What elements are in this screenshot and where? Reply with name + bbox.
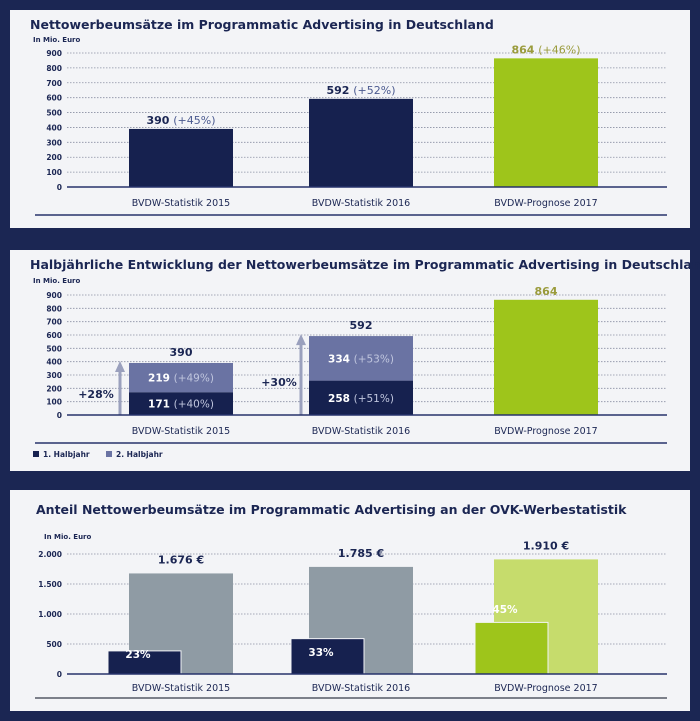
y-tick-label: 800 xyxy=(46,64,62,73)
share-label: 33% xyxy=(308,647,334,659)
arrow-head-icon xyxy=(296,334,306,346)
y-tick-label: 400 xyxy=(46,123,62,132)
y-tick-label: 500 xyxy=(46,109,62,118)
y-tick-label: 700 xyxy=(46,79,62,88)
growth-annotation: +30% xyxy=(261,376,297,389)
bar-2 xyxy=(309,98,413,187)
y-tick-label: 600 xyxy=(46,94,62,103)
chart-title: Nettowerbeumsätze im Programmatic Advert… xyxy=(30,17,494,32)
bar-value-label: 592 (+52%) xyxy=(326,84,395,97)
y-tick-label: 0 xyxy=(57,183,62,192)
legend-swatch xyxy=(33,451,39,457)
chart-panel-3: Anteil Nettowerbeumsätze im Programmatic… xyxy=(10,490,690,711)
y-tick-label: 300 xyxy=(46,138,62,147)
y-tick-label: 200 xyxy=(46,384,62,393)
bar-3 xyxy=(494,299,598,415)
y-axis-label: In Mio. Euro xyxy=(44,533,92,541)
x-tick-label: BVDW-Statistik 2015 xyxy=(132,426,230,437)
total-label: 592 xyxy=(350,319,373,332)
bar-value-label: 390 (+45%) xyxy=(146,114,215,127)
y-tick-label: 300 xyxy=(46,371,62,380)
y-tick-label: 700 xyxy=(46,318,62,327)
chart-panel-2: Halbjährliche Entwicklung der Nettowerbe… xyxy=(10,250,700,471)
chart-panel-1: Nettowerbeumsätze im Programmatic Advert… xyxy=(10,10,690,228)
x-tick-label: BVDW-Statistik 2016 xyxy=(312,426,410,437)
y-tick-label: 200 xyxy=(46,153,62,162)
growth-annotation: +28% xyxy=(78,388,114,401)
chart-title: Anteil Nettowerbeumsätze im Programmatic… xyxy=(36,502,627,517)
arrow-head-icon xyxy=(115,361,125,372)
y-tick-label: 2.000 xyxy=(38,550,62,559)
y-tick-label: 400 xyxy=(46,358,62,367)
segment-label: 334 (+53%) xyxy=(328,353,394,365)
x-tick-label: BVDW-Prognose 2017 xyxy=(494,198,597,209)
bar-segment-h2 xyxy=(129,363,233,393)
segment-label: 258 (+51%) xyxy=(328,393,394,405)
chart-title: Halbjährliche Entwicklung der Nettowerbe… xyxy=(30,257,700,272)
y-tick-label: 600 xyxy=(46,331,62,340)
segment-label: 219 (+49%) xyxy=(148,373,214,385)
x-tick-label: BVDW-Prognose 2017 xyxy=(494,426,597,437)
x-tick-label: BVDW-Statistik 2016 xyxy=(312,683,410,694)
total-label: 1.785 € xyxy=(338,547,384,560)
segment-label: 171 (+40%) xyxy=(148,399,214,411)
share-label: 45% xyxy=(492,604,518,616)
x-tick-label: BVDW-Prognose 2017 xyxy=(494,683,597,694)
y-tick-label: 500 xyxy=(46,640,62,649)
y-tick-label: 500 xyxy=(46,344,62,353)
bar-segment-h2 xyxy=(309,336,413,381)
y-tick-label: 0 xyxy=(57,670,62,679)
y-axis-label: In Mio. Euro xyxy=(33,277,81,285)
y-tick-label: 800 xyxy=(46,304,62,313)
total-label: 1.676 € xyxy=(158,553,204,566)
share-bar-2 xyxy=(290,638,365,675)
legend-swatch xyxy=(106,451,112,457)
y-axis-label: In Mio. Euro xyxy=(33,36,81,44)
y-tick-label: 100 xyxy=(46,398,62,407)
bar-1 xyxy=(129,128,233,187)
bar-3 xyxy=(494,58,598,187)
x-tick-label: BVDW-Statistik 2015 xyxy=(132,683,230,694)
total-label: 390 xyxy=(170,346,193,359)
legend-label: 1. Halbjahr xyxy=(43,450,90,459)
share-bar-3 xyxy=(474,621,549,675)
y-tick-label: 0 xyxy=(57,411,62,420)
total-label: 864 xyxy=(535,285,558,298)
total-label: 1.910 € xyxy=(523,539,569,552)
legend-label: 2. Halbjahr xyxy=(116,450,163,459)
bar-value-label: 864 (+46%) xyxy=(511,43,580,56)
y-tick-label: 100 xyxy=(46,168,62,177)
bar-segment-h1 xyxy=(309,380,413,415)
y-tick-label: 1.500 xyxy=(38,580,62,589)
x-tick-label: BVDW-Statistik 2015 xyxy=(132,198,230,209)
y-tick-label: 900 xyxy=(46,291,62,300)
x-tick-label: BVDW-Statistik 2016 xyxy=(312,198,410,209)
y-tick-label: 900 xyxy=(46,49,62,58)
y-tick-label: 1.000 xyxy=(38,610,62,619)
bar-segment-h1 xyxy=(129,392,233,415)
share-label: 23% xyxy=(125,649,151,661)
